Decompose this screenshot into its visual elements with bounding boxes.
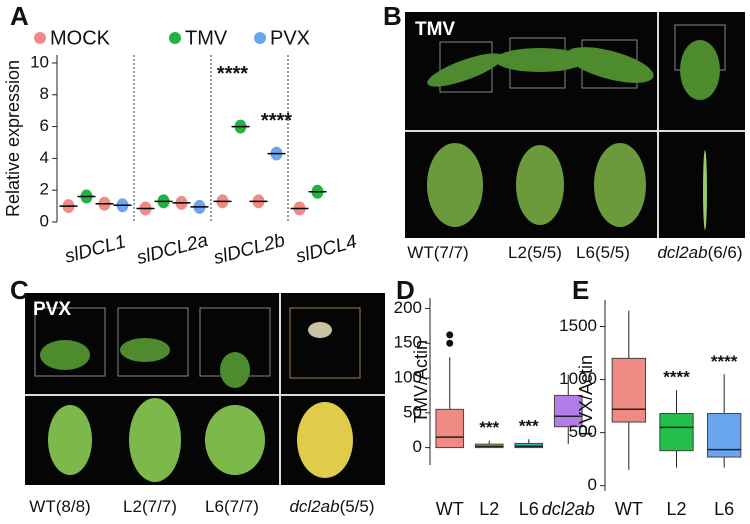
panel-letter: E [572, 275, 589, 305]
caption-score: (7/7) [224, 497, 259, 516]
box [611, 357, 647, 423]
annotation: **** [217, 63, 248, 85]
annotation: **** [711, 352, 738, 371]
y-tick-label: 500 [569, 422, 597, 441]
caption: L2(5/5) [508, 243, 562, 262]
caption-score: (5/5) [527, 243, 562, 262]
caption-genotype: WT [29, 497, 55, 516]
panel-letter: C [10, 275, 29, 305]
y-axis-label: Relative expression [3, 60, 23, 217]
y-tick-label: 8 [40, 84, 49, 103]
caption-score: (7/7) [434, 243, 469, 262]
photo-c [25, 293, 385, 485]
x-tick-label: L6 [714, 499, 734, 519]
y-tick-label: 10 [30, 52, 49, 71]
panel-letter: A [10, 1, 29, 31]
box [553, 394, 583, 428]
x-tick-label: slDCL4 [294, 231, 360, 267]
caption: L6(5/5) [576, 243, 630, 262]
caption-score: (5/5) [595, 243, 630, 262]
y-axis-label: TMV/Actin [411, 340, 431, 423]
y-tick-label: 4 [40, 148, 49, 167]
caption: dcl2ab(5/5) [289, 497, 374, 516]
caption-score: (5/5) [340, 497, 375, 516]
annotation: **** [663, 368, 690, 387]
caption-genotype: L2 [123, 497, 142, 516]
box [706, 413, 742, 458]
y-tick-label: 1000 [559, 369, 597, 388]
caption-score: (6/6) [708, 243, 743, 262]
y-tick-label: 0 [413, 437, 422, 456]
y-tick-label: 150 [394, 333, 422, 352]
y-tick-label: 2 [40, 180, 49, 199]
caption-genotype: dcl2ab [289, 497, 339, 516]
outlier [446, 331, 454, 339]
caption-genotype: L2 [508, 243, 527, 262]
y-tick-label: 50 [403, 402, 422, 421]
caption: L6(7/7) [205, 497, 259, 516]
x-tick-label: slDCL1 [63, 231, 129, 267]
caption-genotype: L6 [576, 243, 595, 262]
annotation: *** [479, 418, 499, 437]
panel-letter: B [383, 1, 402, 31]
caption-genotype: L6 [205, 497, 224, 516]
inset-label: PVX [33, 299, 71, 320]
y-axis-label: PVX/Actin [576, 355, 596, 436]
x-tick-label: slDCL2b [211, 230, 287, 269]
x-tick-label: WT [436, 499, 464, 519]
caption: WT(7/7) [407, 243, 468, 262]
x-tick-label: L6 [519, 499, 539, 519]
box [435, 408, 465, 449]
legend-label: PVX [270, 27, 310, 49]
x-tick-label: L2 [666, 499, 686, 519]
box [659, 413, 694, 452]
caption-genotype: dcl2ab [657, 243, 707, 262]
x-tick-label: dcl2ab [542, 499, 595, 519]
legend-label: MOCK [50, 27, 111, 49]
annotation: *** [519, 417, 539, 436]
caption-score: (7/7) [142, 497, 177, 516]
legend-swatch [34, 32, 46, 44]
caption: dcl2ab(6/6) [657, 243, 742, 262]
caption: L2(7/7) [123, 497, 177, 516]
x-tick-label: L2 [479, 499, 499, 519]
legend-label: TMV [185, 27, 228, 49]
annotation: **** [261, 110, 292, 132]
legend-swatch [169, 32, 181, 44]
y-tick-label: 200 [394, 298, 422, 317]
x-tick-label: WT [615, 499, 643, 519]
x-tick-label: slDCL2a [134, 230, 210, 269]
y-tick-label: 6 [40, 116, 49, 135]
legend-swatch [254, 32, 266, 44]
panel-letter: D [396, 275, 415, 305]
y-tick-label: 0 [40, 211, 49, 230]
y-tick-label: 100 [394, 368, 422, 387]
y-tick-label: 1500 [559, 316, 597, 335]
inset-label: TMV [415, 19, 455, 40]
photo-b [405, 12, 745, 238]
caption-score: (8/8) [56, 497, 91, 516]
outlier [446, 339, 454, 347]
caption: WT(8/8) [29, 497, 90, 516]
caption-genotype: WT [407, 243, 433, 262]
y-tick-label: 0 [588, 475, 597, 494]
